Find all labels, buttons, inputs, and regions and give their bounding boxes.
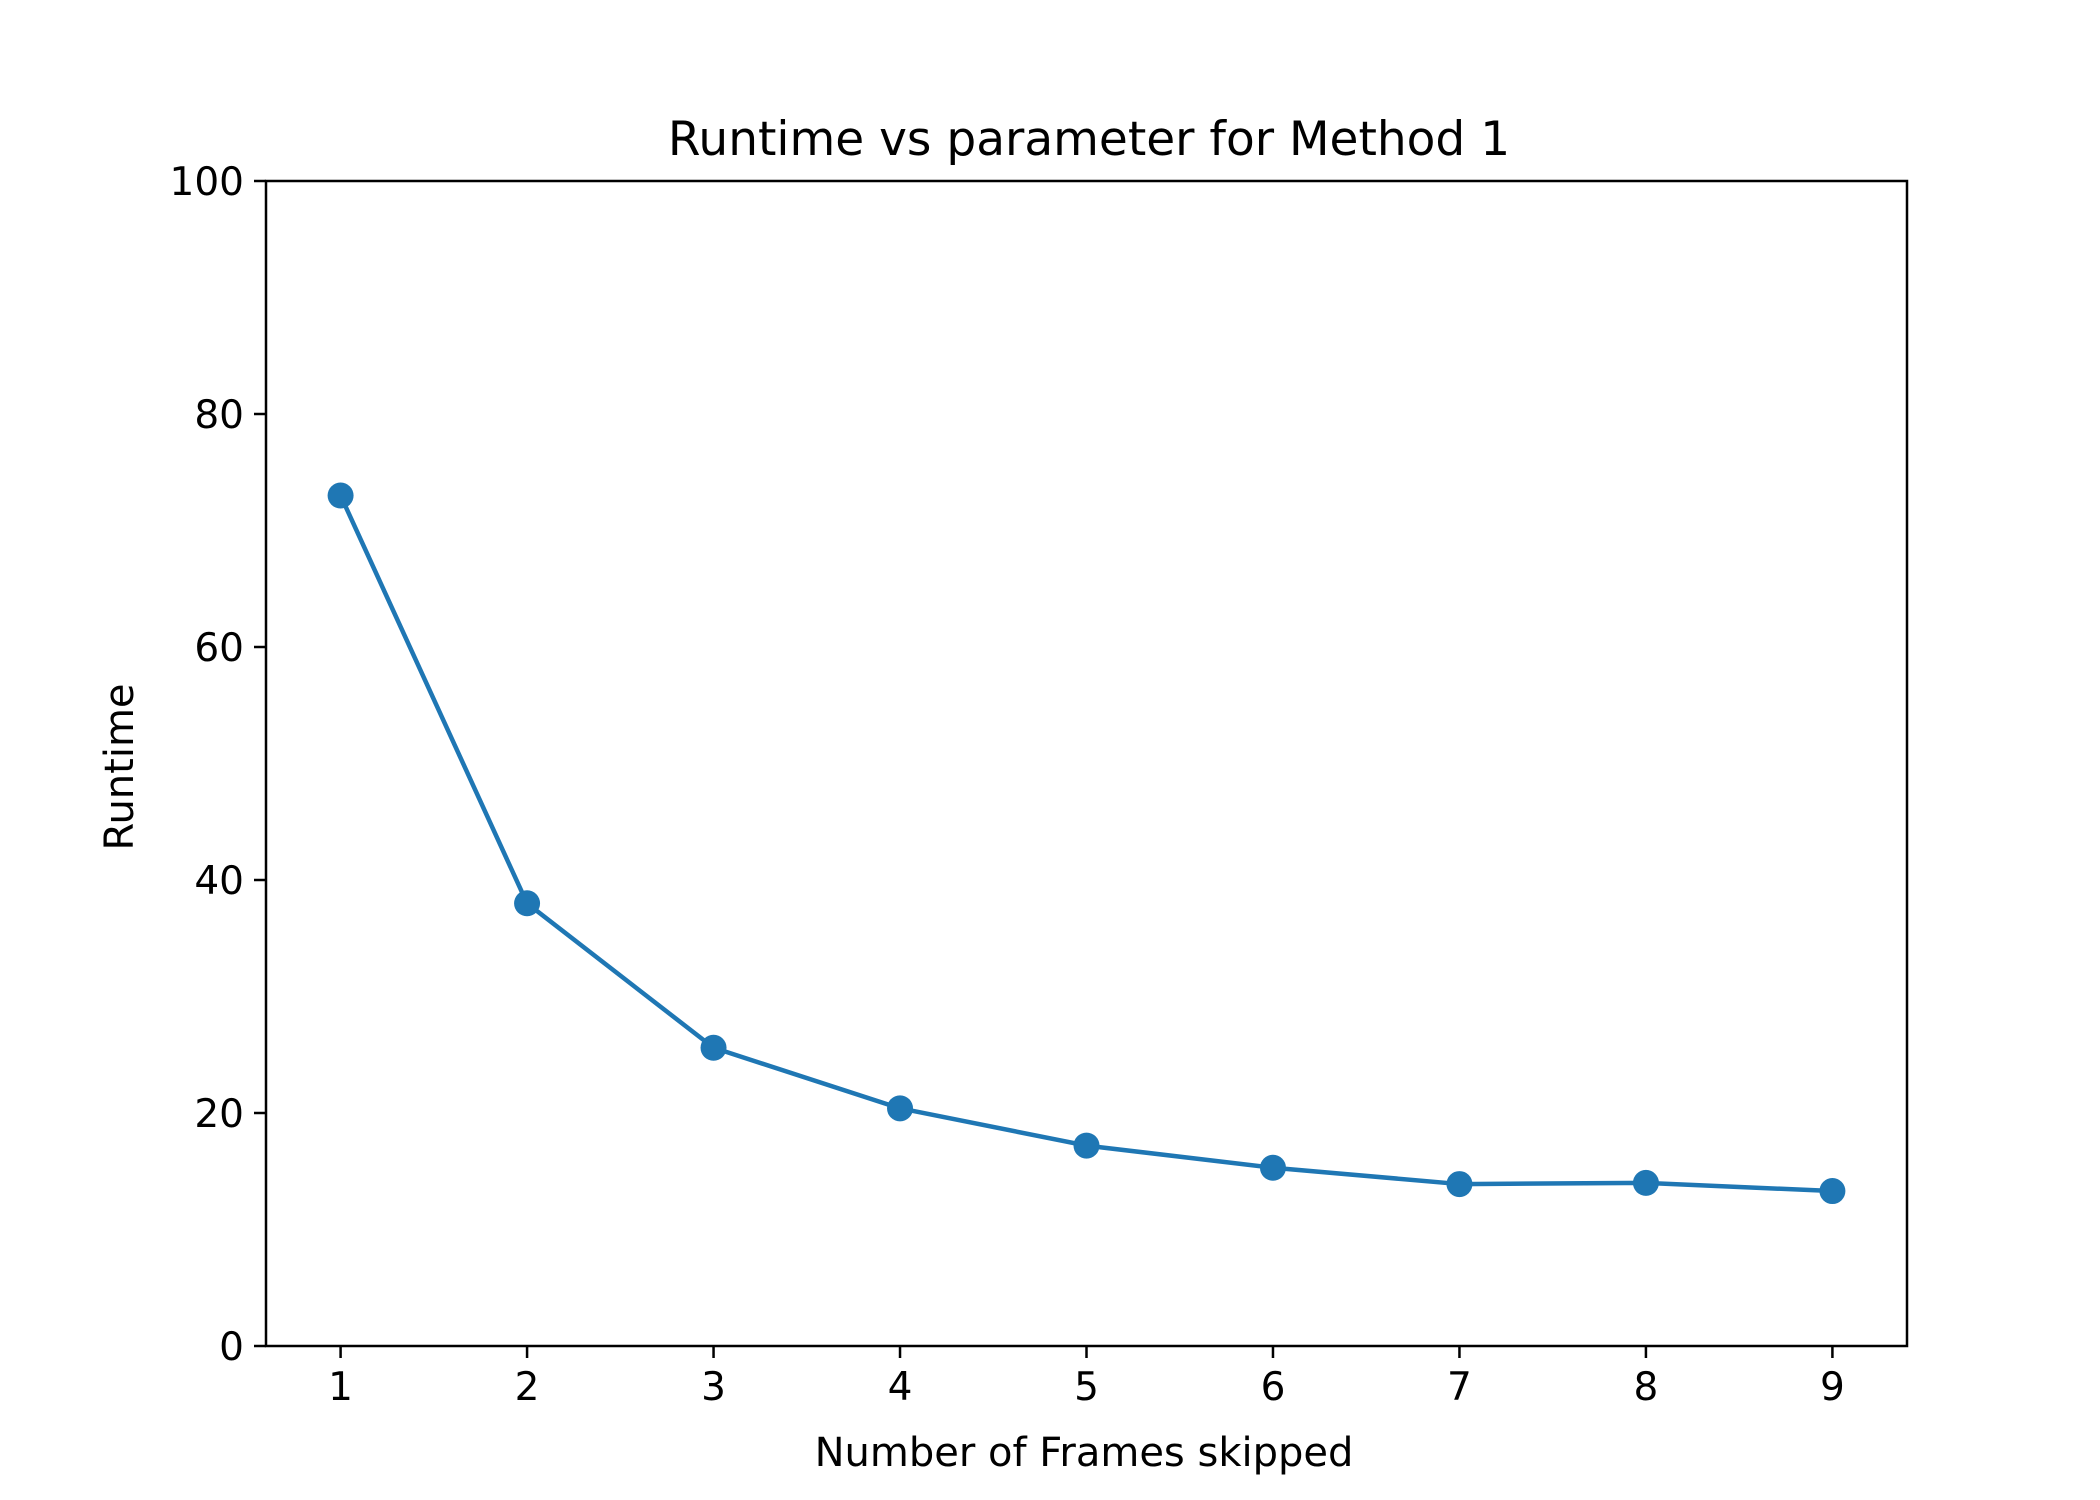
chart-title: Runtime vs parameter for Method 1 (668, 112, 1510, 167)
data-point (700, 1034, 727, 1061)
x-tick-label: 9 (1820, 1365, 1845, 1410)
y-tick-label: 40 (194, 859, 244, 904)
data-point (1632, 1169, 1659, 1196)
x-tick-label: 3 (701, 1365, 726, 1410)
y-tick-label: 60 (194, 626, 244, 671)
x-axis-label: Number of Frames skipped (815, 1430, 1354, 1476)
x-tick-label: 4 (888, 1365, 913, 1410)
y-tick-label: 100 (170, 160, 244, 205)
data-point (1073, 1132, 1100, 1159)
x-tick-label: 8 (1634, 1365, 1659, 1410)
x-tick-label: 1 (328, 1365, 353, 1410)
plot-area (327, 482, 1846, 1205)
y-tick-label: 80 (194, 393, 244, 438)
x-axis-ticks: 1 2 3 4 5 6 7 8 9 (328, 1346, 1845, 1410)
data-point (887, 1095, 914, 1122)
y-axis-ticks: 0 20 40 60 80 100 (170, 160, 266, 1370)
x-tick-label: 2 (515, 1365, 540, 1410)
x-tick-label: 5 (1074, 1365, 1099, 1410)
data-point (1259, 1154, 1286, 1181)
data-point (1446, 1171, 1473, 1198)
y-tick-label: 20 (194, 1092, 244, 1137)
data-point (327, 482, 354, 509)
y-axis-label: Runtime (97, 683, 143, 850)
data-point (514, 890, 541, 917)
x-tick-label: 6 (1261, 1365, 1286, 1410)
x-tick-label: 7 (1447, 1365, 1472, 1410)
y-tick-label: 0 (219, 1325, 244, 1370)
data-point (1819, 1178, 1846, 1205)
